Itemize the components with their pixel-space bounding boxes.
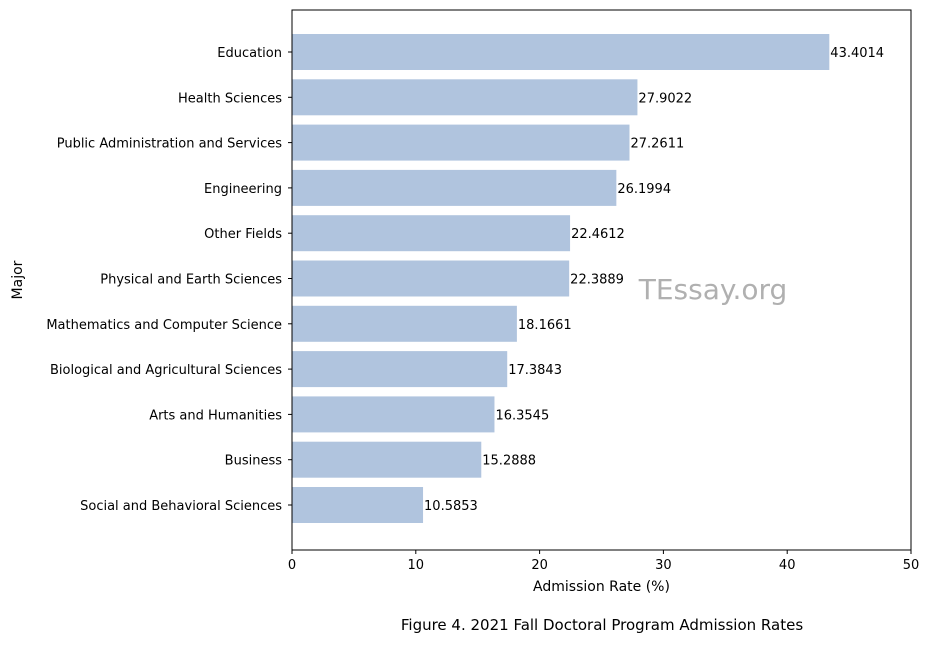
bar [292, 124, 630, 161]
bar [292, 351, 508, 388]
bar [292, 396, 495, 433]
plot-frame [291, 9, 912, 551]
x-tick-label: 0 [288, 558, 296, 573]
data-label: 26.1994 [617, 182, 671, 197]
x-tick-label: 20 [531, 558, 548, 573]
bar [292, 215, 571, 252]
y-tick-label: Engineering [204, 182, 282, 197]
y-tick-label: Physical and Earth Sciences [100, 273, 282, 288]
data-label: 22.4612 [571, 227, 625, 242]
y-tick-label: Other Fields [204, 227, 282, 242]
bar [292, 487, 424, 523]
y-axis-title: Major [10, 260, 26, 299]
data-label: 27.9022 [638, 91, 692, 106]
y-tick-label: Public Administration and Services [57, 137, 282, 152]
bar [292, 34, 830, 70]
watermark: TEssay.org [638, 273, 788, 306]
bar [292, 441, 482, 478]
data-label: 17.3843 [508, 363, 562, 378]
x-tick-label: 10 [408, 558, 425, 573]
x-tick-label: 40 [779, 558, 796, 573]
y-tick-label: Business [225, 454, 283, 469]
y-tick-label: Social and Behavioral Sciences [80, 499, 282, 514]
bar [292, 260, 570, 297]
x-tick-label: 30 [655, 558, 672, 573]
y-tick-label: Health Sciences [178, 91, 282, 106]
x-tick-label: 50 [903, 558, 920, 573]
y-tick-label: Education [217, 46, 282, 61]
data-label: 18.1661 [518, 318, 572, 333]
y-tick-label: Arts and Humanities [149, 408, 282, 423]
data-label: 15.2888 [482, 454, 536, 469]
y-axis-ticks: Education Health Sciences Public Administr… [46, 46, 292, 514]
data-label: 16.3545 [495, 408, 549, 423]
data-label: 22.3889 [570, 273, 624, 288]
x-axis-title: Admission Rate (%) [533, 579, 670, 595]
bar [292, 79, 638, 116]
bar [292, 169, 617, 206]
data-labels-layer: 43.4014 27.9022 27.2611 26.1994 22.4612 22.38… [424, 46, 884, 514]
data-label: 27.2611 [630, 137, 684, 152]
y-tick-label: Mathematics and Computer Science [46, 318, 282, 333]
bar [292, 305, 517, 342]
figure-caption: Figure 4. 2021 Fall Doctoral Program Adm… [400, 616, 804, 634]
data-label: 10.5853 [424, 499, 478, 514]
y-tick-label: Biological and Agricultural Sciences [50, 363, 282, 378]
data-label: 43.4014 [830, 46, 884, 61]
x-axis-ticks: 0 10 20 30 40 50 [288, 550, 919, 573]
bars-layer [292, 34, 830, 523]
